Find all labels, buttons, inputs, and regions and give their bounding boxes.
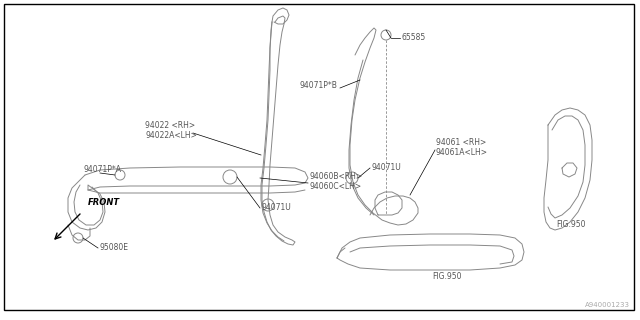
Text: FIG.950: FIG.950 [432, 272, 461, 281]
Text: 94060C<LH>: 94060C<LH> [310, 182, 362, 191]
Text: FIG.950: FIG.950 [556, 220, 586, 229]
Text: 94071U: 94071U [372, 163, 402, 172]
Text: 95080E: 95080E [100, 244, 129, 252]
Text: 94022 <RH>: 94022 <RH> [145, 121, 195, 130]
Text: 94071U: 94071U [262, 204, 292, 212]
Text: 94022A<LH>: 94022A<LH> [145, 131, 197, 140]
Text: 94071P*B: 94071P*B [300, 82, 338, 91]
Text: 94061A<LH>: 94061A<LH> [436, 148, 488, 157]
Text: 94061 <RH>: 94061 <RH> [436, 138, 486, 147]
Text: 65585: 65585 [402, 34, 426, 43]
Text: FRONT: FRONT [88, 198, 120, 207]
Text: A940001233: A940001233 [585, 302, 630, 308]
Text: 94060B<RH>: 94060B<RH> [310, 172, 363, 181]
Text: 94071P*A: 94071P*A [84, 165, 122, 174]
